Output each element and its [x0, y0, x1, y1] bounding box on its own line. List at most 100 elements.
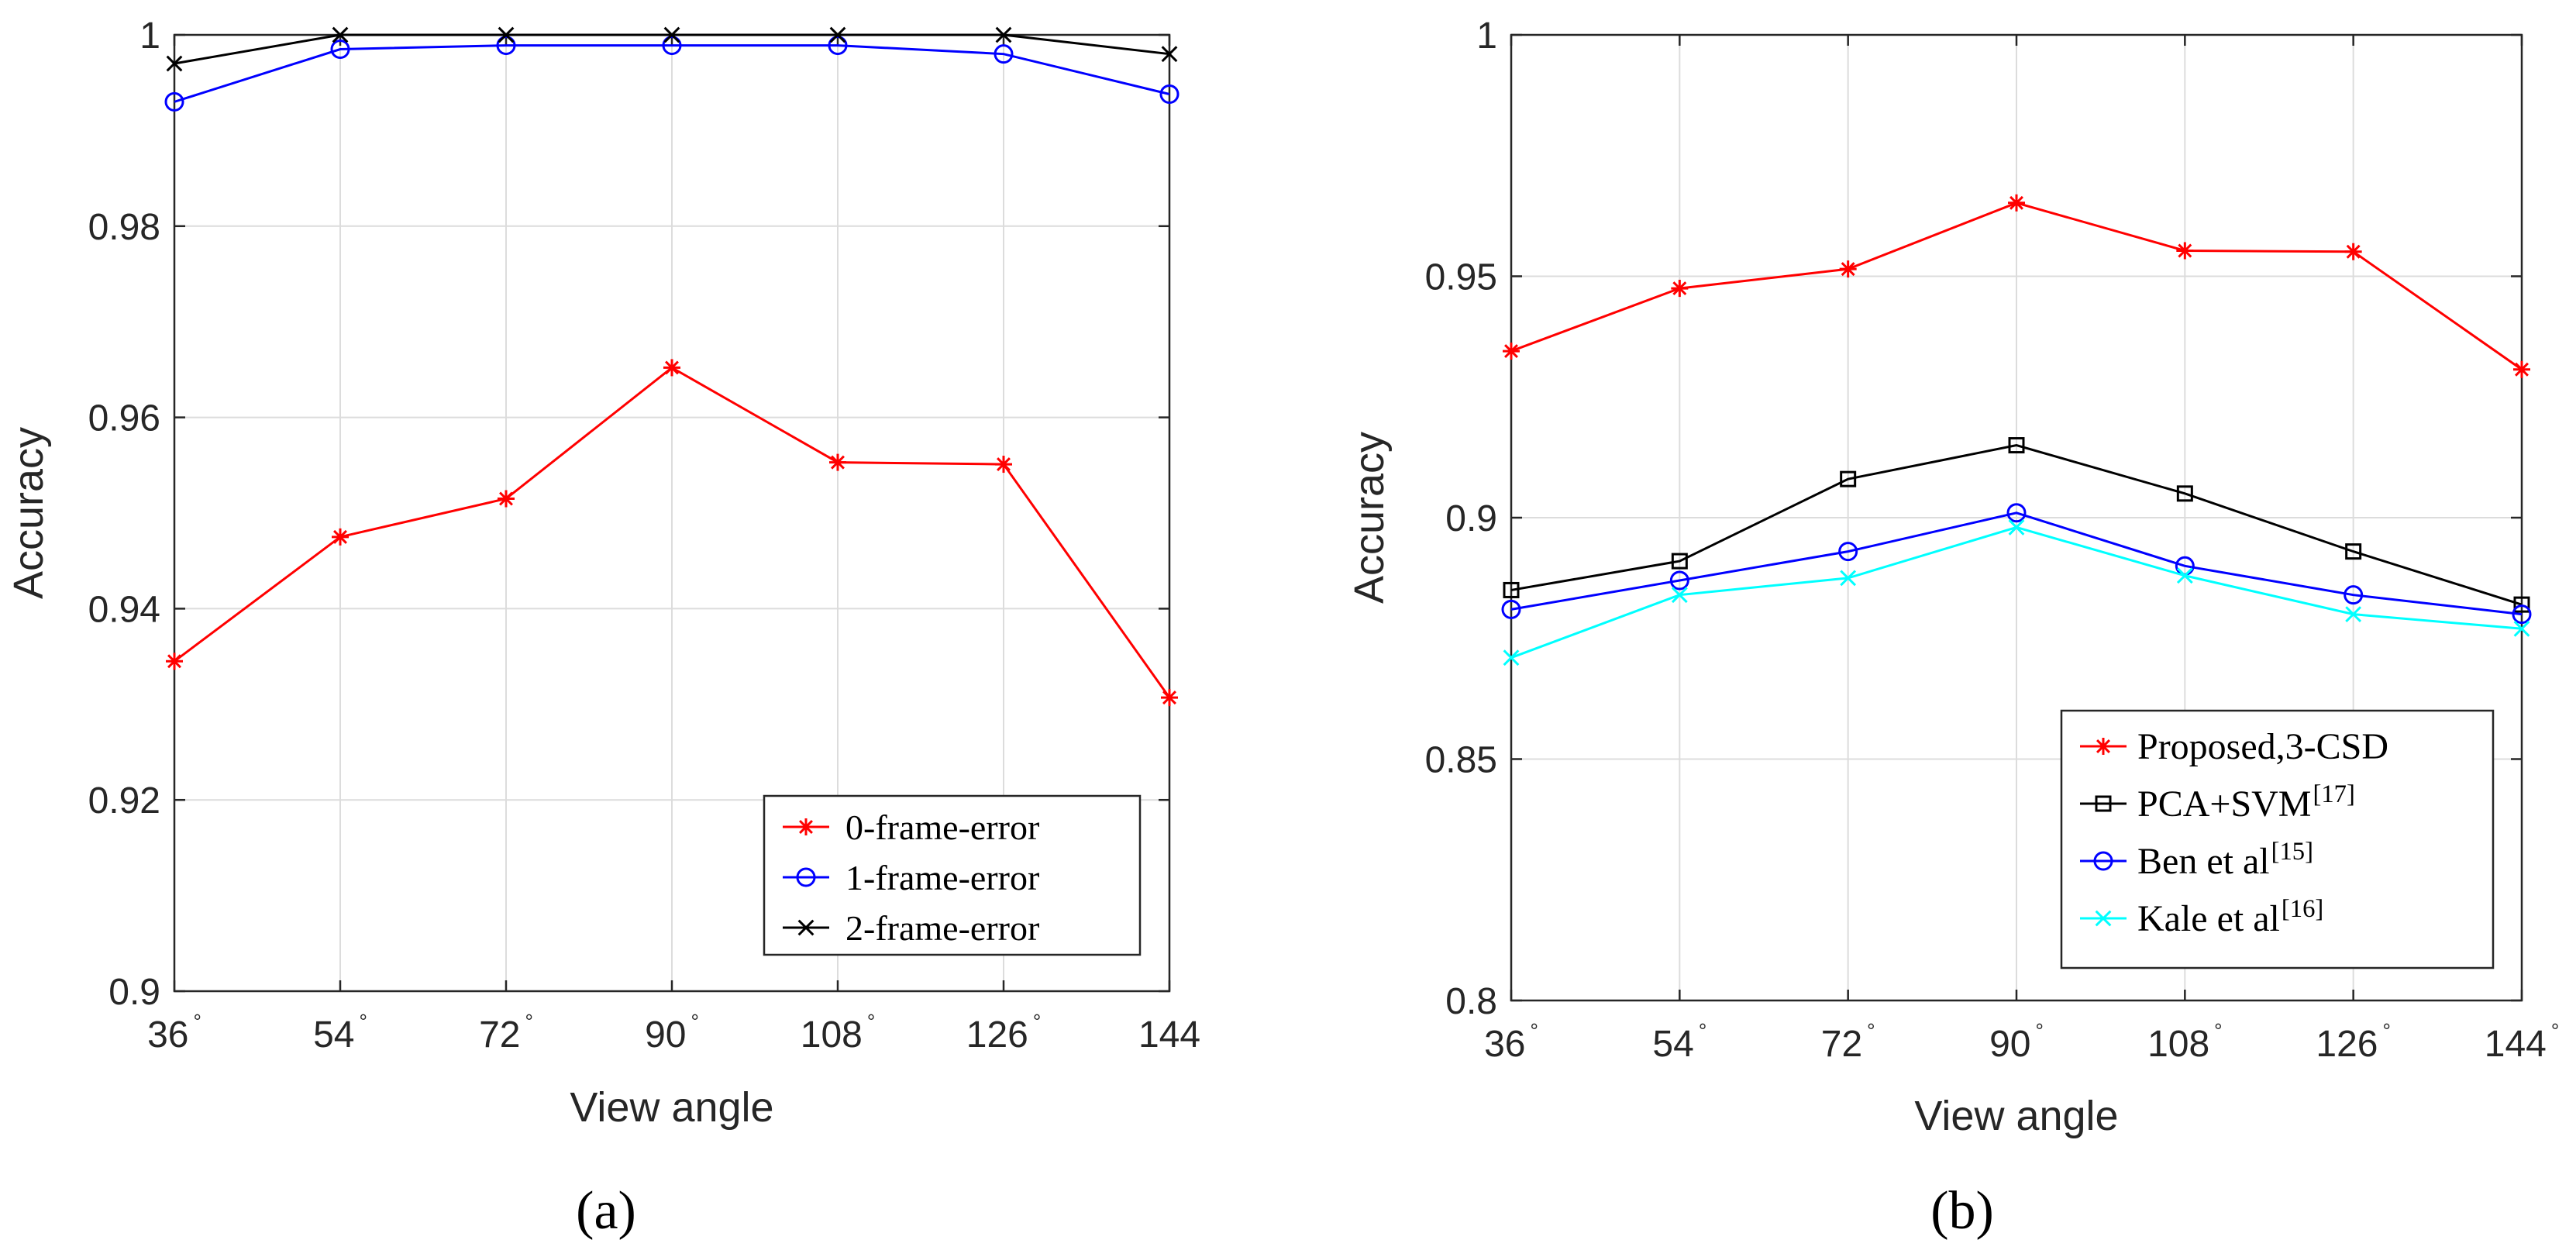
x-tick-label-value: 72 — [1821, 1024, 1862, 1065]
y-tick-label: 0.95 — [1425, 257, 1497, 298]
data-point — [1839, 260, 1857, 278]
legend-citation: [16] — [2282, 895, 2323, 923]
legend-label-name: 0-frame-error — [845, 808, 1039, 847]
data-point — [332, 528, 349, 546]
data-point-d2 — [2515, 362, 2529, 377]
data-point — [2008, 194, 2025, 212]
data-point — [662, 36, 682, 56]
data-point-d2 — [1503, 649, 1520, 666]
data-point — [1503, 649, 1520, 666]
data-point — [498, 490, 515, 508]
legend-marker-d2 — [2095, 910, 2112, 927]
x-tick-label: 72 ° — [479, 1010, 533, 1056]
data-point-d2 — [1840, 570, 1857, 587]
y-tick-label: 0.8 — [1445, 981, 1497, 1022]
data-point-d2 — [166, 55, 183, 72]
data-point — [1669, 570, 1689, 591]
degree-symbol: ° — [1530, 1019, 1538, 1042]
data-point-d2 — [829, 26, 846, 43]
legend-label-name: Ben et al — [2137, 841, 2270, 882]
legend-label: PCA+SVM[17] — [2137, 780, 2355, 825]
data-point — [1159, 84, 1180, 105]
x-tick-label: 90 ° — [1989, 1019, 2044, 1065]
series-line — [1510, 444, 2523, 606]
data-point — [1838, 542, 1858, 562]
x-tick-label-value: 54 — [313, 1014, 354, 1056]
data-point — [995, 456, 1012, 474]
data-point — [829, 26, 846, 43]
data-point — [2176, 485, 2193, 502]
data-point — [663, 26, 680, 43]
legend-label: Proposed,3-CSD — [2137, 726, 2388, 767]
data-point-d2 — [665, 360, 679, 375]
y-tick-label: 0.98 — [88, 207, 160, 248]
figure-caption: (b) — [1930, 1181, 1994, 1241]
data-point — [2513, 360, 2530, 378]
degree-symbol: ° — [2551, 1019, 2559, 1042]
x-tick-label-value: 72 — [479, 1014, 520, 1056]
data-point — [828, 36, 848, 56]
legend-item: 0-frame-error — [783, 808, 1039, 847]
data-point-d2 — [2346, 244, 2361, 259]
x-tick-label-value: 36 — [147, 1014, 188, 1056]
legend-marker-d2 — [797, 919, 814, 936]
data-point-d2 — [1162, 690, 1176, 705]
data-point — [1161, 46, 1178, 63]
data-point — [1840, 470, 1857, 487]
data-point — [663, 359, 680, 377]
data-point — [995, 26, 1012, 43]
legend-citation: [15] — [2271, 838, 2313, 866]
x-tick-label: 54 ° — [313, 1010, 367, 1056]
data-point — [2008, 519, 2025, 536]
legend-box — [2060, 709, 2495, 969]
data-point-d2 — [2178, 243, 2192, 258]
data-point-d2 — [1672, 281, 1687, 296]
legend-marker-d2 — [2096, 739, 2110, 753]
x-tick-label-value: 144 — [2485, 1024, 2547, 1065]
data-point — [2344, 585, 2364, 605]
legend: Proposed,3-CSD PCA+SVM[17] Ben et al[15] Ka… — [2060, 709, 2495, 969]
data-point-d2 — [498, 26, 515, 43]
x-tick-label: 36 ° — [1484, 1019, 1538, 1065]
legend: 0-frame-error 1-frame-error 2-frame-error — [763, 794, 1142, 956]
data-point-d2 — [2176, 567, 2193, 584]
data-point — [2006, 503, 2027, 523]
data-point — [166, 653, 183, 670]
data-point-d2 — [997, 457, 1011, 472]
data-point-d2 — [1504, 344, 1518, 359]
data-point — [994, 44, 1014, 64]
legend-label-name: PCA+SVM — [2137, 783, 2311, 825]
data-point — [1503, 581, 1520, 598]
data-point-d2 — [332, 26, 349, 43]
legend-label-name: Proposed,3-CSD — [2137, 726, 2388, 767]
series-0-frame-error — [166, 359, 1178, 707]
legend-item: 2-frame-error — [783, 908, 1039, 948]
legend-marker-d2 — [799, 820, 813, 834]
series-2-frame-error — [166, 26, 1178, 72]
data-point-d2 — [995, 26, 1012, 43]
series-line — [174, 44, 1170, 103]
x-tick-label-value: 90 — [645, 1014, 686, 1056]
y-tick-label: 1 — [1476, 15, 1497, 57]
legend-item: Ben et al[15] — [2080, 838, 2313, 882]
legend-label: 2-frame-error — [845, 908, 1039, 948]
x-tick-label: 36 ° — [147, 1010, 201, 1056]
degree-symbol: ° — [867, 1010, 875, 1033]
legend-label-name: Kale et al — [2137, 898, 2280, 939]
data-point — [1840, 570, 1857, 587]
data-point — [1671, 587, 1688, 604]
data-point — [2513, 596, 2530, 613]
degree-symbol: ° — [2214, 1019, 2222, 1042]
y-tick-label: 0.96 — [88, 398, 160, 439]
legend-item: 1-frame-error — [783, 858, 1039, 897]
data-point-d2 — [1671, 587, 1688, 604]
data-point — [498, 26, 515, 43]
x-tick-label: 126 ° — [2316, 1019, 2391, 1065]
legend-marker — [797, 919, 814, 936]
data-point — [2176, 242, 2194, 260]
legend-label: Ben et al[15] — [2137, 838, 2313, 882]
x-tick-label-value: 54 — [1652, 1024, 1693, 1065]
legend-marker — [796, 867, 816, 887]
